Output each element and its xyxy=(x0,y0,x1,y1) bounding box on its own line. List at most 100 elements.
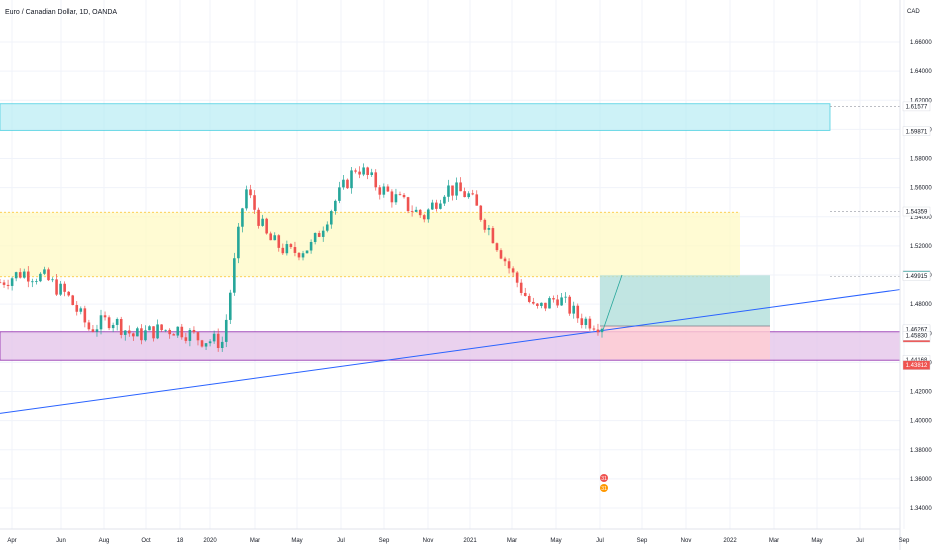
x-tick-label: Jul xyxy=(596,538,604,544)
x-tick-label: Nov xyxy=(423,538,434,544)
candle-body xyxy=(386,186,390,192)
x-tick-label: Jun xyxy=(56,538,66,544)
candle-body xyxy=(540,302,543,306)
events: 31 31 xyxy=(600,474,608,492)
candle-body xyxy=(560,297,563,306)
candle-body xyxy=(313,233,317,242)
candle-body xyxy=(192,329,196,333)
price-level-label: 1.54359 xyxy=(906,210,928,216)
candle-body xyxy=(35,281,38,282)
x-tick-label: May xyxy=(291,538,302,544)
candle-body xyxy=(273,235,277,241)
y-tick-label: 1.62000 xyxy=(910,98,932,104)
candle-body xyxy=(172,334,176,336)
candle-body xyxy=(527,295,531,302)
candle-body xyxy=(548,298,551,309)
candle-body xyxy=(0,282,2,284)
candle-body xyxy=(10,278,14,286)
candle-body xyxy=(342,179,345,188)
x-tick-label: 2020 xyxy=(203,538,217,544)
candle-body xyxy=(55,279,58,295)
range-zone[interactable] xyxy=(0,212,740,277)
candle-body xyxy=(374,172,378,188)
candle-body xyxy=(140,328,143,341)
ascending-trendline[interactable] xyxy=(0,289,901,414)
candle-body xyxy=(75,305,79,312)
candle-body xyxy=(362,167,365,175)
price-level-tag xyxy=(902,206,931,217)
candle-body xyxy=(43,269,46,274)
candle-body xyxy=(600,328,604,333)
candle-body xyxy=(152,326,155,339)
candle-body xyxy=(261,218,264,226)
projection-arrow xyxy=(602,274,623,331)
x-tick-label: Sep xyxy=(637,538,648,544)
price-level-tags: 1.615771.598711.543591.499851.499151.462… xyxy=(902,101,931,370)
price-level-tag xyxy=(902,331,931,341)
candle-body xyxy=(536,303,539,306)
candle-body xyxy=(398,194,402,196)
candle-body xyxy=(127,330,131,334)
candle-body xyxy=(519,282,523,293)
time-axis[interactable]: Apr Jun Aug Oct 18 2020 Mar May Jul Sep Nov 2021 Mar… xyxy=(7,538,910,544)
y-tick-label: 1.56000 xyxy=(910,186,932,192)
resistance-zone[interactable] xyxy=(0,103,831,131)
y-tick-label: 1.38000 xyxy=(910,448,932,454)
candle-body xyxy=(22,271,26,278)
candle-body xyxy=(394,194,398,203)
candle-body xyxy=(293,247,297,253)
candle-body xyxy=(184,337,188,341)
candle-body xyxy=(584,318,588,326)
candle-body xyxy=(422,215,426,220)
candle-body xyxy=(71,295,75,306)
candle-body xyxy=(564,296,567,298)
candle-body xyxy=(14,272,18,279)
candle-body xyxy=(572,305,576,314)
event-marker[interactable] xyxy=(600,484,608,492)
candle-body xyxy=(115,318,119,325)
candle-body xyxy=(435,202,438,209)
candle-body xyxy=(576,305,580,319)
candle-body xyxy=(99,315,103,330)
x-tick-label: 18 xyxy=(177,538,184,544)
price-level-tag xyxy=(902,271,931,281)
candle-body xyxy=(406,197,410,212)
candle-body xyxy=(483,219,487,230)
candle-body xyxy=(330,211,333,225)
candle-body xyxy=(515,272,519,283)
candle-body xyxy=(443,196,446,204)
price-level-label: 1.46267 xyxy=(906,327,928,333)
candle-body xyxy=(39,273,42,282)
candle-body xyxy=(503,258,507,262)
candle-body xyxy=(455,182,458,196)
x-tick-label: Nov xyxy=(681,538,692,544)
candle-body xyxy=(241,208,244,227)
event-label: 31 xyxy=(601,486,607,492)
x-tick-label: 2021 xyxy=(463,538,477,544)
candle-body xyxy=(552,298,555,300)
y-tick-label: 1.58000 xyxy=(910,157,932,163)
candle-body xyxy=(479,205,483,220)
candle-body xyxy=(47,269,50,281)
candle-body xyxy=(196,332,200,341)
price-level-label: 1.45830 xyxy=(906,334,928,340)
candle-body xyxy=(301,253,305,258)
candle-body xyxy=(580,318,584,326)
candle-body xyxy=(309,241,313,251)
trendline[interactable] xyxy=(0,274,901,414)
candle-body xyxy=(220,341,224,348)
candle-body xyxy=(180,326,184,338)
candles xyxy=(0,163,604,352)
candle-body xyxy=(487,228,491,230)
candle-body xyxy=(277,235,281,248)
candle-body xyxy=(160,324,163,331)
long-position-stop[interactable] xyxy=(600,325,770,360)
event-marker[interactable] xyxy=(600,474,608,482)
y-tick-label: 1.36000 xyxy=(910,477,932,483)
price-level-label: 1.43812 xyxy=(906,363,928,369)
candle-body xyxy=(107,317,111,329)
candle-body xyxy=(390,191,394,203)
y-tick-label: 1.48000 xyxy=(910,302,932,308)
long-position-target[interactable] xyxy=(600,275,770,326)
